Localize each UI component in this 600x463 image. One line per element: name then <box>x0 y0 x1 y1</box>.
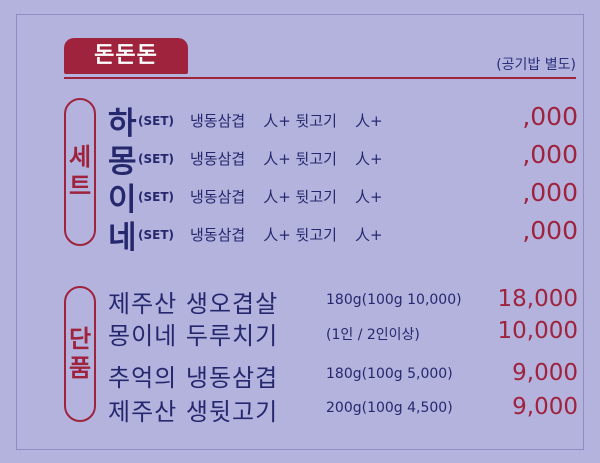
set-group-label: 세 트 <box>64 98 96 246</box>
single-group-label: 단 품 <box>64 286 96 422</box>
set-item-desc: 냉동삼겹 人+ 뒷고기 人+ <box>190 224 383 245</box>
single-item-row: 제주산 생오겹살 180g(100g 10,000) 18,000 <box>108 284 578 320</box>
set-item-desc-part: 人+ <box>355 110 383 131</box>
set-item-desc: 냉동삼겹 人+ 뒷고기 人+ <box>190 186 383 207</box>
single-item-desc: 180g(100g 5,000) <box>326 366 453 382</box>
set-item-price: ,000 <box>522 216 578 245</box>
set-item-tag: (SET) <box>138 228 174 242</box>
single-item-row: 제주산 생뒷고기 200g(100g 4,500) 9,000 <box>108 392 578 428</box>
set-item-desc-part: 人+ 뒷고기 <box>263 148 337 169</box>
single-item-desc: 200g(100g 4,500) <box>326 400 453 416</box>
single-item-desc: 180g(100g 10,000) <box>326 292 462 308</box>
single-item-price: 9,000 <box>512 394 578 420</box>
set-item-price: ,000 <box>522 178 578 207</box>
set-item-desc-part: 人+ <box>355 148 383 169</box>
set-item-desc: 냉동삼겹 人+ 뒷고기 人+ <box>190 110 383 131</box>
set-item-desc-part: 人+ <box>355 224 383 245</box>
set-item-name: 네 <box>108 212 137 257</box>
single-item-name: 제주산 생뒷고기 <box>108 392 278 427</box>
set-item-desc-part: 냉동삼겹 <box>190 186 245 207</box>
single-item-name: 몽이네 두루치기 <box>108 316 278 351</box>
set-item-desc-part: 人+ 뒷고기 <box>263 224 337 245</box>
set-item-desc-part: 人+ 뒷고기 <box>263 186 337 207</box>
set-item-price: ,000 <box>522 102 578 131</box>
header-divider <box>64 77 576 79</box>
set-item-desc-part: 냉동삼겹 <box>190 110 245 131</box>
set-group-label-char: 세 <box>69 143 91 172</box>
set-item-desc: 냉동삼겹 人+ 뒷고기 人+ <box>190 148 383 169</box>
single-item-name: 추억의 냉동삼겹 <box>108 358 278 393</box>
set-item-desc-part: 냉동삼겹 <box>190 148 245 169</box>
set-item-tag: (SET) <box>138 190 174 204</box>
rice-note: (공기밥 별도) <box>496 54 576 74</box>
set-item-row: 이 (SET) 냉동삼겹 人+ 뒷고기 人+ ,000 <box>108 176 578 212</box>
set-item-price: ,000 <box>522 140 578 169</box>
set-item-desc-part: 人+ 뒷고기 <box>263 110 337 131</box>
brand-logo: 돈돈돈 <box>64 38 188 74</box>
single-item-name: 제주산 생오겹살 <box>108 284 278 319</box>
single-group-label-char: 품 <box>69 354 91 383</box>
set-item-desc-part: 냉동삼겹 <box>190 224 245 245</box>
set-item-row: 하 (SET) 냉동삼겹 人+ 뒷고기 人+ ,000 <box>108 100 578 136</box>
single-item-row: 몽이네 두루치기 (1인 / 2인이상) 10,000 <box>108 316 578 352</box>
set-item-tag: (SET) <box>138 152 174 166</box>
set-item-desc-part: 人+ <box>355 186 383 207</box>
single-item-row: 추억의 냉동삼겹 180g(100g 5,000) 9,000 <box>108 358 578 394</box>
set-item-tag: (SET) <box>138 114 174 128</box>
single-item-desc: (1인 / 2인이상) <box>326 324 420 344</box>
single-item-price: 10,000 <box>498 318 578 344</box>
single-item-price: 18,000 <box>498 286 578 312</box>
set-item-row: 몽 (SET) 냉동삼겹 人+ 뒷고기 人+ ,000 <box>108 138 578 174</box>
set-group-label-char: 트 <box>69 172 91 201</box>
set-item-row: 네 (SET) 냉동삼겹 人+ 뒷고기 人+ ,000 <box>108 214 578 250</box>
single-group-label-char: 단 <box>69 325 91 354</box>
single-item-price: 9,000 <box>512 360 578 386</box>
